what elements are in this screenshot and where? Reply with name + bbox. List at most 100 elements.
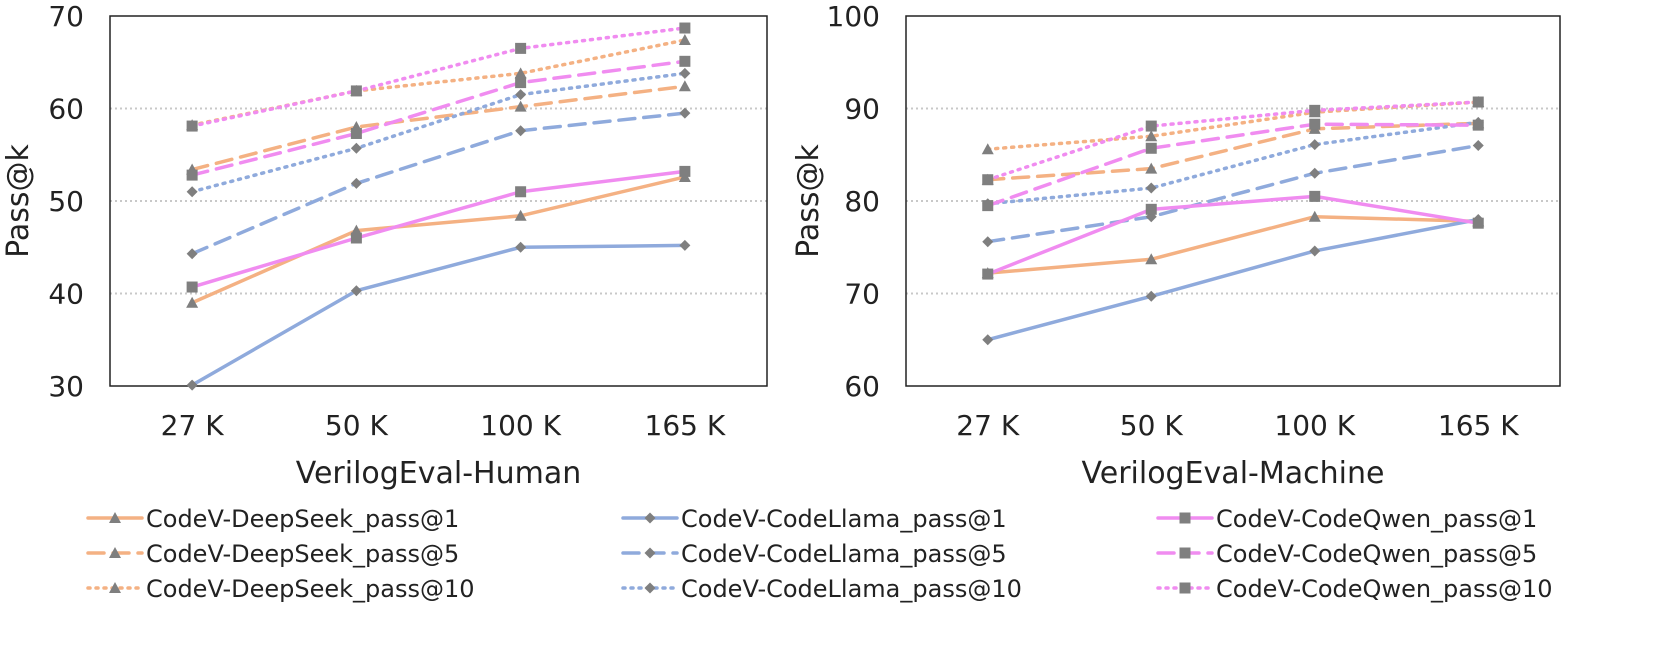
series-codev-codeqwen-pass-10 (186, 22, 691, 132)
series-codev-codeqwen-pass-5 (982, 118, 1484, 212)
legend-marker (1179, 512, 1191, 524)
data-point (1309, 167, 1321, 179)
legend-label: CodeV-CodeQwen_pass@5 (1216, 540, 1537, 568)
data-point (515, 241, 527, 253)
series-line (190, 84, 687, 172)
series-codev-deepseek-pass-5 (186, 80, 691, 175)
series-line (190, 175, 687, 305)
data-point (1145, 182, 1157, 194)
data-point (350, 177, 362, 189)
x-tick-label: 100 K (1274, 409, 1355, 442)
legend-marker (1179, 547, 1191, 559)
y-tick-label: 70 (844, 278, 880, 311)
series-line (986, 120, 1480, 206)
data-point (1309, 245, 1321, 257)
data-point (350, 285, 362, 297)
x-tick-label: 50 K (1120, 409, 1184, 442)
legend: CodeV-DeepSeek_pass@1 CodeV-DeepSeek_pass… (86, 505, 1553, 603)
legend-item-codev-codeqwen-pass-5: CodeV-CodeQwen_pass@5 (1156, 540, 1537, 568)
data-point (1309, 190, 1321, 202)
series-codev-codeqwen-pass-1 (186, 165, 691, 293)
x-tick-label: 165 K (1438, 409, 1519, 442)
series-line (190, 59, 687, 177)
x-axis-label: VerilogEval-Human (296, 456, 582, 491)
data-point (1472, 119, 1484, 131)
data-point (679, 22, 691, 34)
legend-marker (644, 512, 656, 524)
series-line (190, 111, 687, 256)
data-point (186, 186, 198, 198)
series-line (986, 217, 1480, 342)
x-tick-label: 27 K (161, 409, 225, 442)
series-codev-codellama-pass-1 (186, 239, 691, 391)
y-tick-label: 70 (48, 0, 84, 33)
data-point (679, 239, 691, 251)
series-codev-codeqwen-pass-5 (186, 55, 691, 181)
legend-item-codev-deepseek-pass-5: CodeV-DeepSeek_pass@5 (86, 540, 459, 568)
series-codev-codeqwen-pass-1 (982, 190, 1484, 280)
data-point (1145, 253, 1158, 265)
data-point (1145, 162, 1158, 174)
series-codev-codellama-pass-5 (982, 140, 1484, 248)
data-point (186, 169, 198, 181)
data-point (514, 67, 527, 79)
legend-label: CodeV-DeepSeek_pass@1 (146, 505, 459, 533)
data-point (982, 174, 994, 186)
legend-label: CodeV-CodeLlama_pass@5 (681, 540, 1007, 568)
legend-marker (1179, 582, 1191, 594)
legend-item-codev-deepseek-pass-1: CodeV-DeepSeek_pass@1 (86, 505, 459, 533)
x-tick-label: 100 K (480, 409, 561, 442)
data-point (1472, 96, 1484, 108)
y-axis-label: Pass@k (791, 143, 826, 257)
y-tick-label: 30 (48, 370, 84, 403)
legend-label: CodeV-CodeQwen_pass@10 (1216, 575, 1553, 603)
x-tick-label: 165 K (645, 409, 726, 442)
series-codev-codellama-pass-10 (186, 67, 691, 198)
data-point (1145, 203, 1157, 215)
data-point (679, 165, 691, 177)
data-point (514, 209, 527, 221)
legend-label: CodeV-CodeQwen_pass@1 (1216, 505, 1537, 533)
data-point (1309, 118, 1321, 130)
data-point (1145, 142, 1157, 154)
y-tick-label: 60 (48, 93, 84, 126)
x-axis-label: VerilogEval-Machine (1082, 456, 1385, 491)
series-codev-deepseek-pass-5 (981, 117, 1485, 185)
legend-item-codev-codeqwen-pass-10: CodeV-CodeQwen_pass@10 (1156, 575, 1553, 603)
series-line (190, 26, 687, 128)
legend-marker (644, 582, 656, 594)
data-point (186, 248, 198, 260)
data-point (1472, 140, 1484, 151)
y-tick-label: 80 (844, 185, 880, 218)
series-codev-deepseek-pass-1 (186, 170, 691, 308)
data-point (678, 80, 691, 92)
data-point (679, 67, 691, 79)
data-point (350, 85, 362, 97)
data-point (981, 143, 994, 155)
y-tick-label: 100 (827, 0, 880, 33)
data-point (1308, 210, 1321, 222)
data-point (186, 281, 198, 293)
data-point (350, 127, 362, 139)
data-point (514, 100, 527, 112)
data-point (982, 200, 994, 212)
data-point (982, 236, 994, 248)
series-line (190, 169, 687, 289)
x-tick-label: 50 K (325, 409, 389, 442)
chart-machine: 60 70 80 90 100 27 K 50 K 100 K 165 K VerilogEval… (791, 0, 1561, 491)
data-point (1309, 104, 1321, 116)
series-line (986, 214, 1480, 275)
legend-label: CodeV-CodeLlama_pass@10 (681, 575, 1022, 603)
data-point (515, 125, 527, 137)
y-tick-label: 90 (844, 93, 880, 126)
y-tick-label: 60 (844, 370, 880, 403)
data-point (1145, 130, 1158, 142)
series-line (190, 38, 687, 127)
series-line (190, 243, 687, 387)
plot-frame (109, 15, 768, 387)
series-line (986, 121, 1480, 182)
legend-item-codev-codellama-pass-1: CodeV-CodeLlama_pass@1 (621, 505, 1007, 533)
series-codev-deepseek-pass-1 (981, 210, 1485, 279)
data-point (982, 268, 994, 280)
